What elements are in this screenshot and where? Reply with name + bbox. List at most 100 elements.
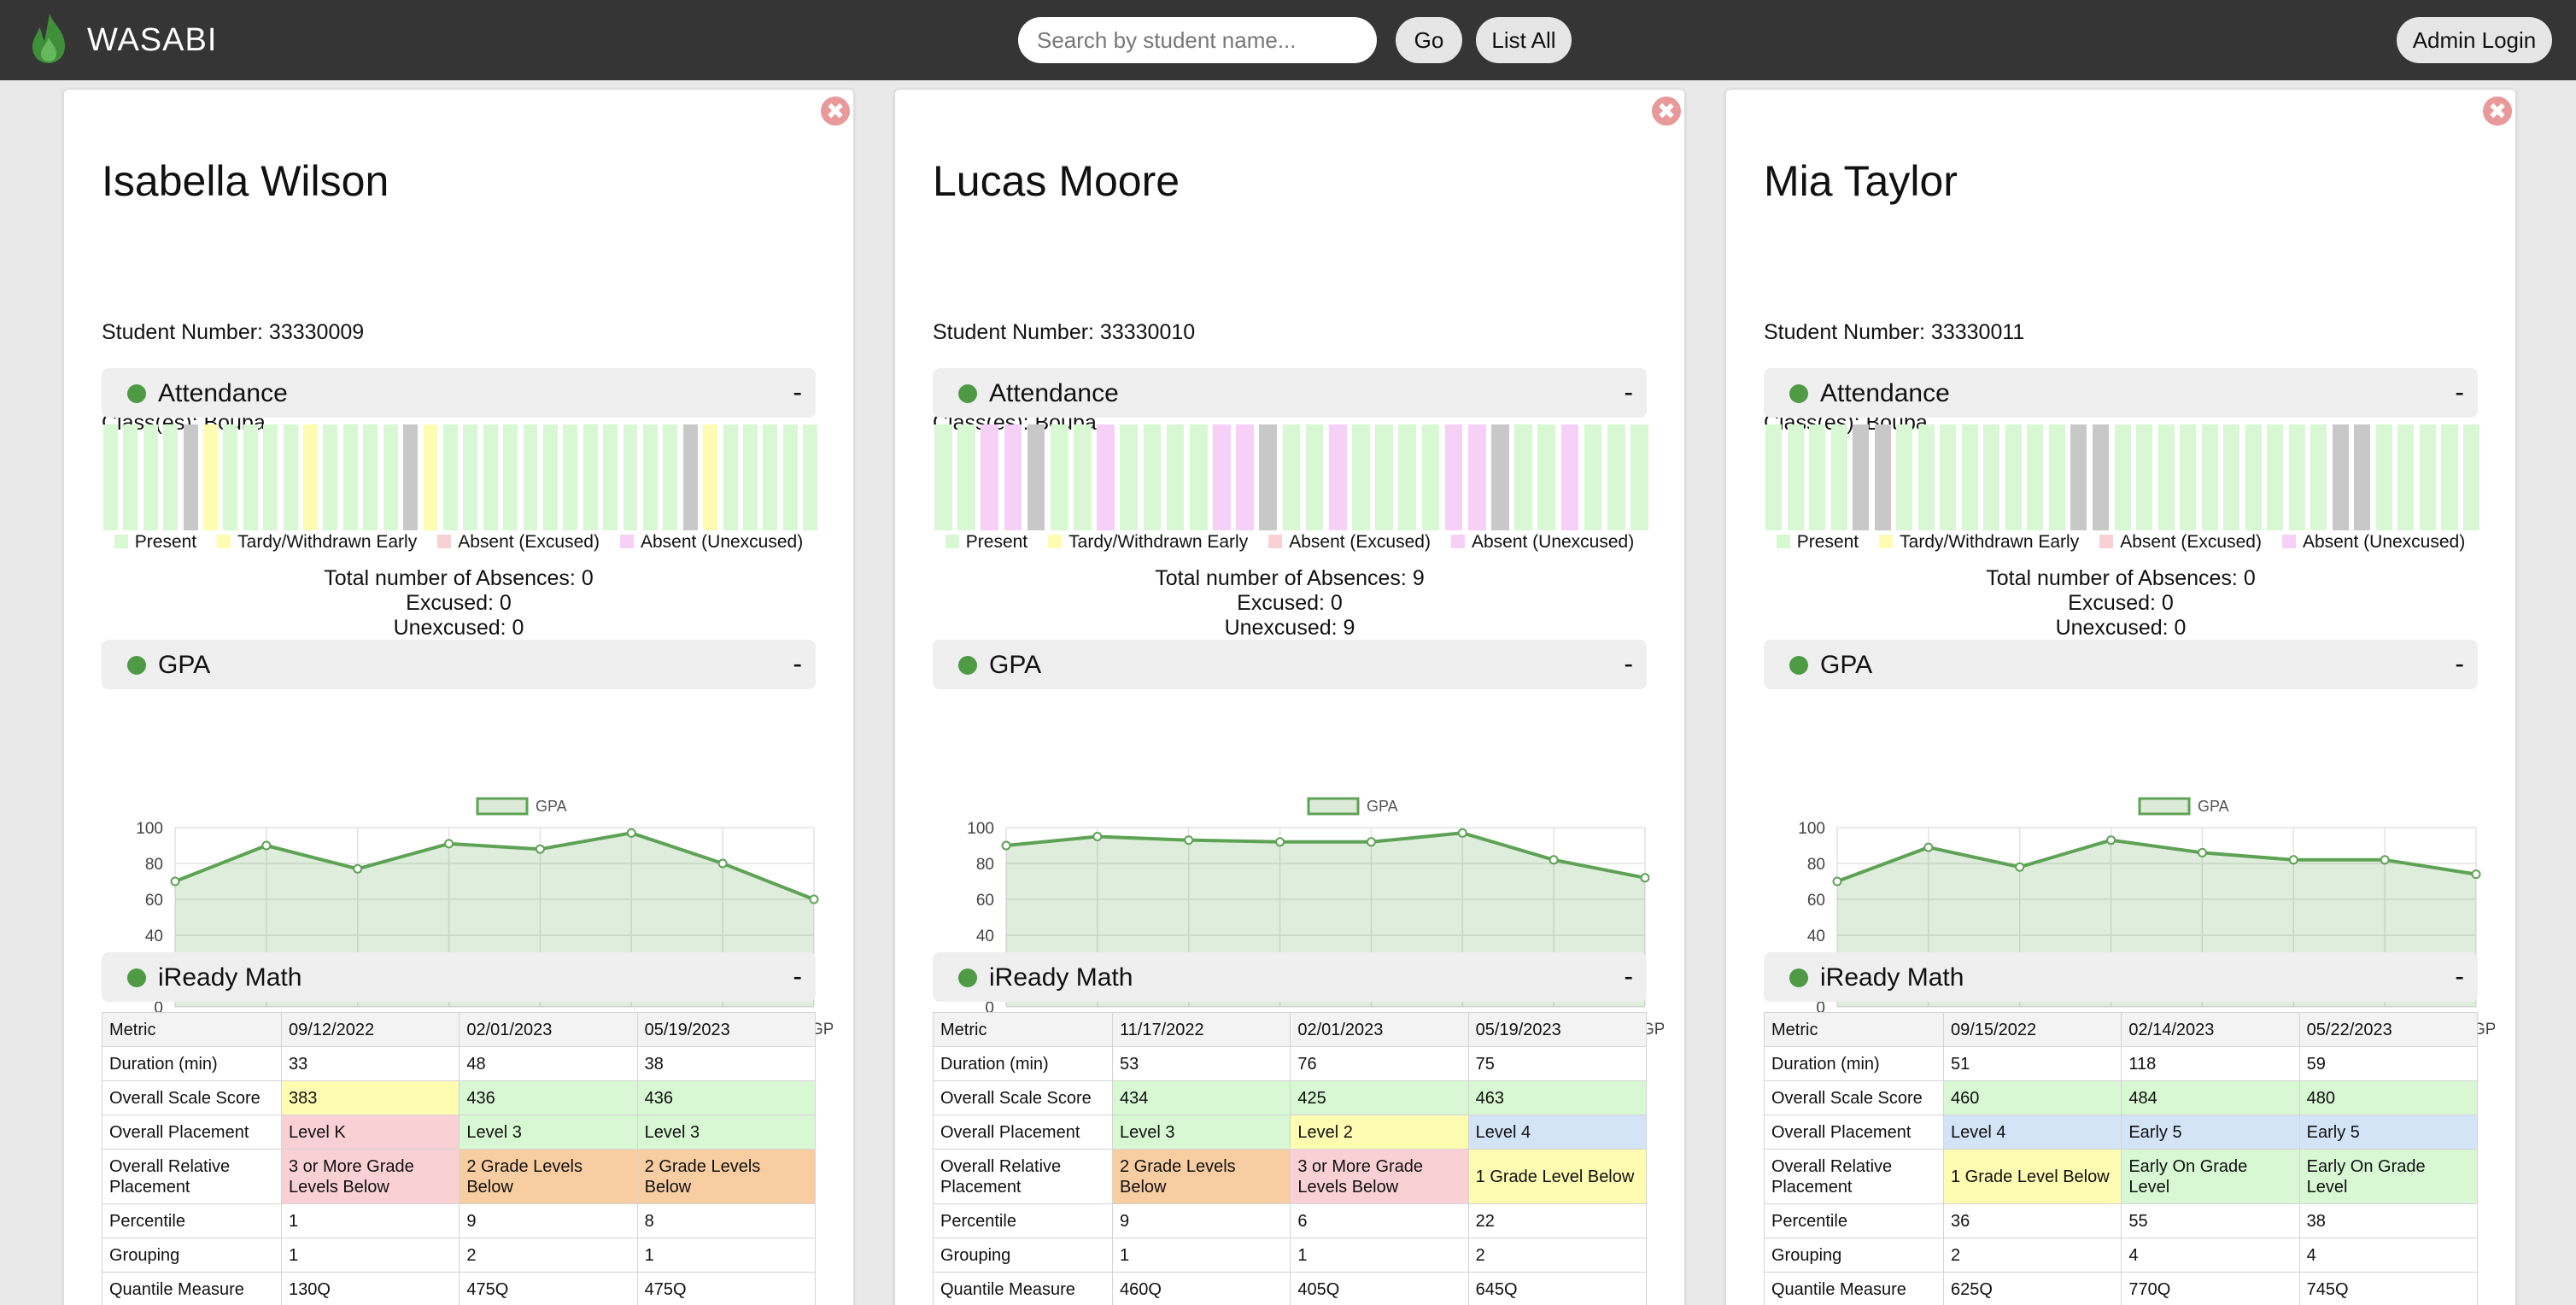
legend-tardy: Tardy/Withdrawn Early	[1048, 532, 1248, 553]
student-number: Student Number: 33330010	[933, 320, 1196, 344]
gpa-section-header[interactable]: GPA -	[933, 640, 1647, 689]
go-button[interactable]: Go	[1396, 17, 1462, 63]
table-row: Duration (min) 53 76 75	[933, 1046, 1648, 1081]
absence-summary: Total number of Absences: 0 Excused: 0 U…	[1764, 566, 2478, 641]
gpa-section-header[interactable]: GPA -	[102, 640, 816, 689]
metric-value: 3 or More Grade Levels Below	[280, 1149, 460, 1204]
metric-value: 1	[1111, 1238, 1291, 1273]
gpa-point	[1923, 842, 1934, 852]
metric-value: 425	[1290, 1080, 1469, 1115]
gpa-point	[535, 844, 545, 854]
gpa-y-tick: 100	[136, 820, 163, 838]
metric-value: Level 4	[1942, 1115, 2122, 1150]
student-card: ✖ Lucas Moore Student Number: 33330010 G…	[894, 89, 1685, 1305]
attendance-day-bar	[1120, 424, 1139, 530]
date-header: 02/01/2023	[459, 1012, 638, 1047]
flame-logo-icon	[32, 14, 65, 63]
iready-section-header[interactable]: iReady Math -	[1764, 952, 2478, 1002]
attendance-day-bar	[2354, 424, 2371, 530]
list-all-button[interactable]: List All	[1476, 17, 1572, 63]
collapse-toggle[interactable]: -	[2455, 648, 2464, 679]
gpa-legend-label: GPA	[2198, 798, 2229, 815]
metric-value: 475Q	[636, 1272, 817, 1305]
close-card-icon[interactable]: ✖	[2483, 97, 2512, 126]
student-card: ✖ Isabella Wilson Student Number: 333300…	[63, 89, 854, 1305]
attendance-day-bar	[1607, 424, 1625, 530]
date-header: 02/01/2023	[1290, 1012, 1469, 1047]
attendance-day-bar	[283, 424, 298, 530]
metric-name: Overall Scale Score	[933, 1080, 1113, 1115]
attendance-day-bar	[1375, 424, 1393, 530]
status-dot-icon	[1789, 384, 1808, 403]
table-row: Grouping 1 2 1	[102, 1238, 817, 1273]
close-card-icon[interactable]: ✖	[821, 97, 850, 126]
metric-value: Early On Grade Level	[2298, 1149, 2479, 1204]
table-row: Overall Relative Placement 2 Grade Levels…	[933, 1149, 1648, 1204]
absence-summary: Total number of Absences: 0 Excused: 0 U…	[102, 566, 816, 641]
legend-absent-excused: Absent (Excused)	[437, 532, 600, 553]
metric-name: Duration (min)	[1764, 1046, 1944, 1081]
attendance-day-bar	[1514, 424, 1532, 530]
collapse-toggle[interactable]: -	[793, 377, 802, 407]
status-dot-icon	[958, 969, 977, 987]
metric-value: 36	[1942, 1203, 2122, 1238]
metric-value: 38	[636, 1046, 817, 1081]
attendance-day-bar	[1282, 424, 1301, 530]
attendance-day-bar	[103, 424, 118, 530]
iready-section-header[interactable]: iReady Math -	[933, 952, 1647, 1002]
metric-value: 9	[1111, 1203, 1291, 1238]
attendance-day-bar	[2267, 424, 2284, 530]
attendance-day-bar	[2201, 424, 2218, 530]
gpa-series-line	[1005, 831, 1646, 880]
attendance-day-bar	[743, 424, 758, 530]
close-card-icon[interactable]: ✖	[1652, 97, 1681, 126]
metric-header: Metric	[102, 1012, 282, 1047]
collapse-toggle[interactable]: -	[1624, 648, 1633, 679]
metric-value: Early 5	[2121, 1115, 2300, 1150]
table-row: Overall Scale Score 434 425 463	[933, 1080, 1648, 1115]
gpa-section-header[interactable]: GPA -	[1764, 640, 2478, 689]
table-row: Overall Placement Level 3 Level 2 Level 4	[933, 1115, 1648, 1150]
metric-value: 1	[636, 1238, 817, 1273]
attendance-day-bar	[1050, 424, 1068, 530]
metric-name: Grouping	[933, 1238, 1113, 1273]
collapse-toggle[interactable]: -	[1624, 377, 1633, 407]
admin-login-button[interactable]: Admin Login	[2397, 17, 2552, 63]
collapse-toggle[interactable]: -	[2455, 377, 2464, 407]
collapse-toggle[interactable]: -	[793, 961, 802, 992]
table-row: Percentile 1 9 8	[102, 1203, 817, 1238]
gpa-y-tick: 100	[1798, 820, 1825, 838]
attendance-day-bar	[1809, 424, 1826, 530]
collapse-toggle[interactable]: -	[793, 648, 802, 679]
attendance-day-bar	[183, 424, 198, 530]
attendance-day-bar	[1328, 424, 1347, 530]
attendance-section-header[interactable]: Attendance -	[102, 368, 816, 418]
student-number: Student Number: 33330009	[102, 320, 365, 344]
iready-title: iReady Math	[989, 963, 1133, 992]
gpa-y-tick: 60	[1807, 892, 1825, 910]
gpa-y-tick: 60	[976, 892, 994, 910]
iready-section-header[interactable]: iReady Math -	[102, 952, 816, 1002]
attendance-section-header[interactable]: Attendance -	[933, 368, 1647, 418]
metric-value: 1	[280, 1238, 460, 1273]
attendance-day-bar	[1896, 424, 1913, 530]
gpa-point	[444, 839, 454, 849]
collapse-toggle[interactable]: -	[2455, 961, 2464, 992]
attendance-day-bar	[363, 424, 378, 530]
attendance-day-bar	[1236, 424, 1254, 530]
collapse-toggle[interactable]: -	[1624, 961, 1633, 992]
legend-absent-excused: Absent (Excused)	[1268, 532, 1431, 553]
attendance-section-header[interactable]: Attendance -	[1764, 368, 2478, 418]
attendance-day-bar	[542, 424, 558, 530]
date-header: 09/15/2022	[1942, 1012, 2122, 1047]
gpa-point	[1549, 855, 1559, 865]
metric-name: Percentile	[933, 1203, 1113, 1238]
absent-unexcused-swatch	[2281, 535, 2296, 548]
gpa-title: GPA	[989, 651, 1042, 679]
metric-value: 53	[1111, 1046, 1291, 1081]
attendance-day-bar	[2114, 424, 2131, 530]
metric-value: 770Q	[2121, 1272, 2300, 1305]
status-dot-icon	[958, 656, 977, 675]
metric-name: Grouping	[1764, 1238, 1944, 1273]
student-search-input[interactable]	[1018, 17, 1377, 63]
